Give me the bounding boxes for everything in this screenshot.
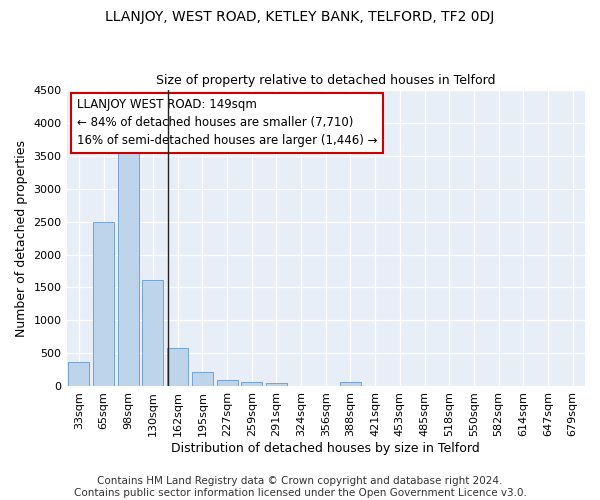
Bar [266,384,287,386]
Bar [142,280,163,386]
Text: LLANJOY WEST ROAD: 149sqm
← 84% of detached houses are smaller (7,710)
16% of se: LLANJOY WEST ROAD: 149sqm ← 84% of detac… [77,98,377,148]
X-axis label: Distribution of detached houses by size in Telford: Distribution of detached houses by size … [172,442,480,455]
Bar [93,222,114,386]
Bar [340,382,361,386]
Bar [118,141,139,386]
Title: Size of property relative to detached houses in Telford: Size of property relative to detached ho… [156,74,496,87]
Bar [241,382,262,386]
Bar [167,348,188,387]
Text: LLANJOY, WEST ROAD, KETLEY BANK, TELFORD, TF2 0DJ: LLANJOY, WEST ROAD, KETLEY BANK, TELFORD… [106,10,494,24]
Text: Contains HM Land Registry data © Crown copyright and database right 2024.
Contai: Contains HM Land Registry data © Crown c… [74,476,526,498]
Bar [192,372,213,386]
Bar [217,380,238,386]
Y-axis label: Number of detached properties: Number of detached properties [15,140,28,336]
Bar [68,362,89,386]
